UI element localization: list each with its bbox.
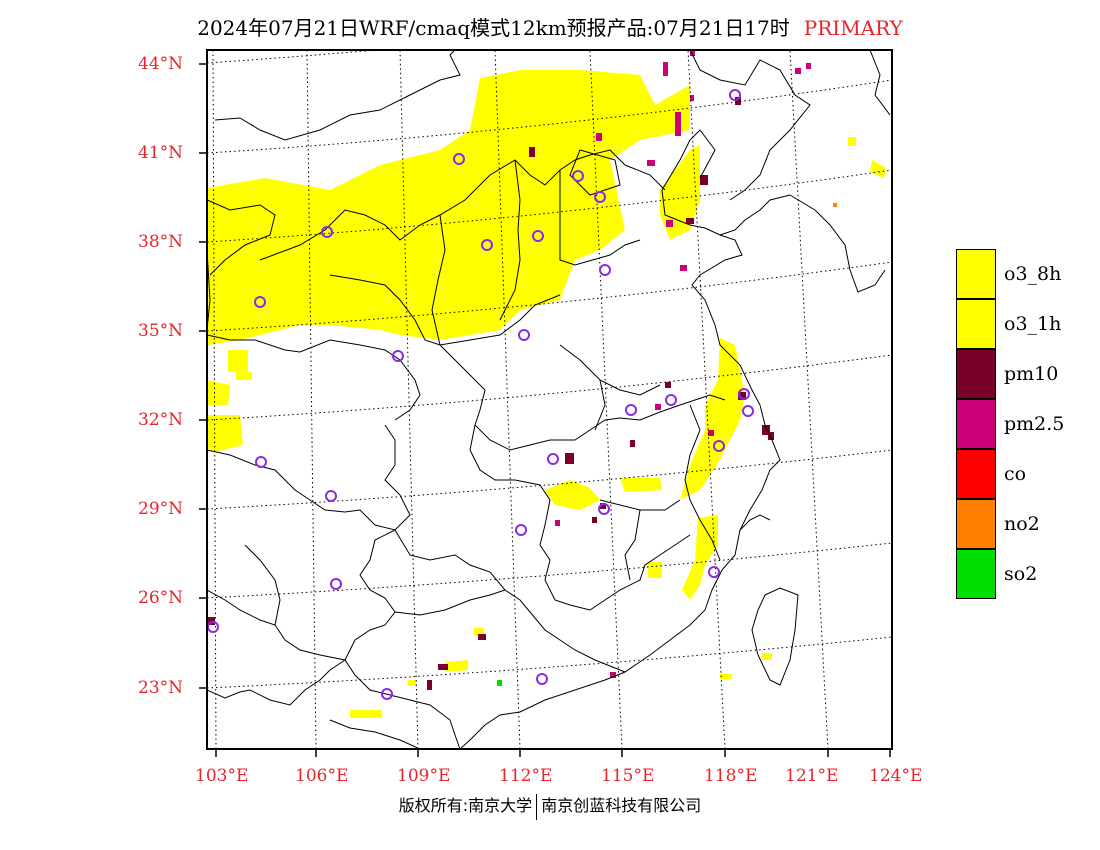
station-marker: [625, 404, 637, 416]
station-marker: [599, 264, 611, 276]
legend-swatch: [956, 549, 996, 599]
station-marker: [255, 456, 267, 468]
station-marker: [536, 673, 548, 685]
legend-label: so2: [1004, 563, 1038, 585]
o3-areas: [207, 70, 886, 718]
title-tag: PRIMARY: [803, 16, 903, 40]
lon-label: 124°E: [869, 766, 923, 786]
boundaries: [207, 50, 891, 749]
legend-item: no2: [956, 499, 1064, 549]
legend-label: o3_8h: [1004, 263, 1062, 285]
copyright-footer: 版权所有:南京大学 南京创蓝科技有限公司: [0, 792, 1100, 820]
station-marker: [321, 226, 333, 238]
station-marker: [518, 329, 530, 341]
station-marker: [254, 296, 266, 308]
map-frame: [199, 49, 893, 757]
lon-label: 118°E: [704, 766, 758, 786]
station-marker: [325, 490, 337, 502]
station-marker: [547, 453, 559, 465]
legend-label: pm10: [1004, 363, 1059, 385]
lat-label: 41°N: [138, 143, 184, 163]
legend-label: o3_1h: [1004, 313, 1062, 335]
legend-label: no2: [1004, 513, 1040, 535]
legend-swatch: [956, 299, 996, 349]
station-marker: [594, 191, 606, 203]
lon-label: 109°E: [397, 766, 451, 786]
station-marker: [381, 688, 393, 700]
legend-item: pm2.5: [956, 399, 1064, 449]
station-marker: [515, 524, 527, 536]
lat-label: 23°N: [138, 678, 184, 698]
legend-swatch: [956, 399, 996, 449]
station-marker: [708, 566, 720, 578]
legend-item: o3_8h: [956, 249, 1064, 299]
lat-label: 38°N: [138, 232, 184, 252]
legend-label: co: [1004, 463, 1027, 485]
lat-label: 29°N: [138, 499, 184, 519]
legend-swatch: [956, 249, 996, 299]
lat-label: 26°N: [138, 588, 184, 608]
station-markers: [207, 89, 754, 700]
station-marker: [392, 350, 404, 362]
so2-spot: [497, 680, 502, 686]
legend-item: pm10: [956, 349, 1064, 399]
pm25-spots: [555, 50, 811, 678]
legend-item: so2: [956, 549, 1064, 599]
legend-swatch: [956, 499, 996, 549]
lon-label: 121°E: [785, 766, 839, 786]
lat-label: 32°N: [138, 410, 184, 430]
legend-label: pm2.5: [1004, 413, 1065, 435]
legend-item: co: [956, 449, 1064, 499]
station-marker: [713, 440, 725, 452]
station-marker: [572, 170, 584, 182]
legend-swatch: [956, 349, 996, 399]
legend: o3_8h o3_1h pm10 pm2.5 co no2 so2: [956, 249, 1064, 599]
pm10-spots: [207, 97, 774, 690]
title-main: 2024年07月21日WRF/cmaq模式12km预报产品:07月21日17时: [197, 16, 790, 40]
footer-right: 南京创蓝科技有限公司: [541, 796, 702, 815]
station-marker: [742, 405, 754, 417]
station-marker: [481, 239, 493, 251]
lat-label: 44°N: [138, 54, 184, 74]
station-marker: [729, 89, 741, 101]
lat-label: 35°N: [138, 321, 184, 341]
footer-separator: [536, 793, 538, 820]
station-marker: [598, 503, 610, 515]
no2-spot: [833, 203, 837, 207]
station-marker: [532, 230, 544, 242]
station-marker: [738, 388, 750, 400]
legend-swatch: [956, 449, 996, 499]
lon-label: 106°E: [295, 766, 349, 786]
station-marker: [330, 578, 342, 590]
lon-label: 112°E: [499, 766, 553, 786]
legend-item: o3_1h: [956, 299, 1064, 349]
station-marker: [665, 394, 677, 406]
station-marker: [453, 153, 465, 165]
lon-label: 103°E: [195, 766, 249, 786]
map-title: 2024年07月21日WRF/cmaq模式12km预报产品:07月21日17时 P…: [0, 12, 1100, 41]
lon-label: 115°E: [601, 766, 655, 786]
footer-left: 版权所有:南京大学: [398, 796, 533, 815]
